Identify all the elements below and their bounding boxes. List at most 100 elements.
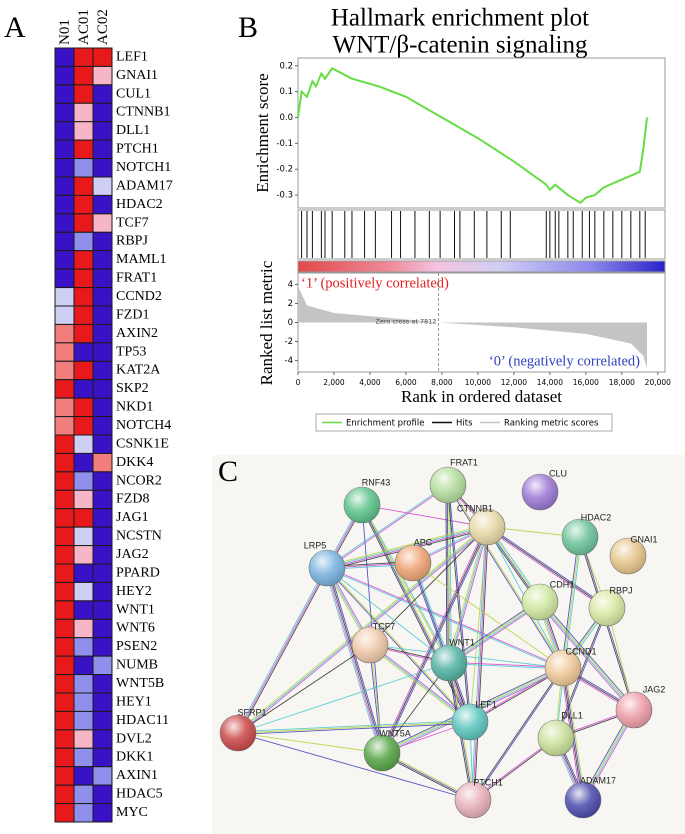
x-tick-label: 8,000: [431, 378, 453, 387]
heatmap-cell: [73, 563, 94, 583]
heatmap-cell: [92, 121, 113, 141]
heatmap-cell: [54, 434, 75, 454]
network-edge: [327, 567, 384, 753]
node-highlight: [452, 704, 488, 740]
heatmap-cell: [73, 747, 94, 768]
network-edge: [472, 667, 563, 800]
column-header: AC01: [76, 9, 92, 45]
gene-label: AXIN2: [116, 326, 158, 341]
heatmap-cell: [92, 803, 113, 823]
gene-label: LEF1: [116, 49, 148, 64]
network-edge: [327, 485, 449, 569]
node-label: WNT1: [449, 637, 475, 647]
heatmap-cell: [54, 618, 75, 639]
network-edge: [326, 484, 448, 568]
network-edge: [237, 644, 371, 734]
gene-label: WNT6: [116, 621, 155, 636]
network-edge: [541, 600, 636, 709]
node-label: LEF1: [475, 699, 497, 709]
heatmap-cell: [92, 323, 113, 344]
legend-frame: [315, 413, 613, 432]
heatmap-cell: [92, 563, 113, 583]
heatmap-cell: [54, 379, 75, 399]
network-edge: [564, 667, 586, 800]
network-edge: [563, 537, 582, 669]
heatmap-cell: [73, 65, 94, 86]
node-highlight: [344, 487, 380, 523]
node-label: HDAC2: [581, 512, 612, 522]
network-edge: [445, 485, 448, 664]
network-edge: [448, 526, 488, 664]
network-edge: [237, 732, 474, 801]
heatmap-cell: [73, 692, 94, 712]
network-edge: [324, 568, 381, 754]
network-edge: [327, 566, 564, 668]
heatmap-cell: [92, 489, 113, 510]
enrichment-line: [297, 67, 649, 205]
panel-label: B: [238, 11, 258, 44]
heatmap-cell: [54, 747, 75, 768]
node-label: DLL1: [561, 710, 583, 720]
heatmap-cell: [54, 268, 75, 289]
gene-label: CTNNB1: [116, 105, 170, 120]
node-highlight: [538, 720, 574, 756]
heatmap-cell: [92, 471, 113, 491]
heatmap-cell: [54, 545, 75, 565]
heatmap-cell: [73, 360, 94, 381]
heatmap-cell: [92, 379, 113, 399]
node-label: RNF43: [362, 477, 391, 487]
gene-label: WNT5B: [116, 676, 164, 691]
heatmap-cell: [73, 231, 94, 252]
heatmap-cell: [92, 637, 113, 657]
heatmap-cell: [73, 213, 94, 233]
network-edge: [238, 722, 471, 735]
heatmap-cell: [73, 489, 94, 510]
heatmap-cell: [92, 102, 113, 123]
node-highlight: [220, 715, 256, 751]
node-label: CLU: [549, 468, 567, 478]
heatmap-cell: [73, 176, 94, 196]
heatmap-cell: [92, 231, 113, 252]
network-edge: [326, 568, 563, 670]
gene-label: DKK4: [116, 455, 153, 470]
node-label: CDH1: [550, 579, 575, 589]
heatmap-cell: [54, 360, 75, 381]
column-header: AC02: [95, 9, 111, 45]
gene-label: PSEN2: [116, 639, 157, 654]
node-label: CTNNB1: [457, 503, 493, 513]
node-highlight: [469, 509, 505, 545]
network-edge: [236, 567, 327, 733]
gene-label: NOTCH1: [116, 160, 171, 175]
y-tick-label: 0.0: [279, 113, 293, 123]
heatmap-cell: [92, 729, 113, 749]
heatmap-cell: [54, 489, 75, 510]
network-edge: [370, 643, 472, 722]
network-edge: [449, 527, 489, 664]
network-edge: [447, 526, 487, 663]
network-edge: [327, 567, 471, 722]
network-edge: [381, 526, 488, 754]
gene-label: HEY1: [116, 694, 152, 709]
network-edge: [540, 601, 635, 710]
network-edge: [561, 536, 580, 668]
heatmap-cell: [54, 342, 75, 362]
network-edge: [446, 485, 449, 664]
ranked-metric-area: [298, 286, 648, 369]
panel-label: C: [218, 455, 238, 488]
network-edge: [447, 599, 540, 662]
network-edge: [326, 567, 450, 664]
network-edge: [449, 661, 564, 668]
x-tick-label: 10,000: [465, 378, 491, 387]
network-edge: [369, 526, 488, 646]
heatmap-cell: [73, 342, 94, 362]
heatmap-cell: [54, 471, 75, 491]
network-edge: [368, 645, 470, 724]
heatmap-cell: [54, 526, 75, 547]
y-tick-label: -0.3: [276, 191, 293, 201]
y-tick-label: 2: [288, 299, 293, 309]
heatmap-cell: [54, 250, 75, 270]
heatmap-cell: [73, 600, 94, 620]
gene-label: TCF7: [116, 215, 149, 230]
x-tick-label: 6,000: [395, 378, 417, 387]
gene-label: HDAC5: [116, 787, 163, 802]
